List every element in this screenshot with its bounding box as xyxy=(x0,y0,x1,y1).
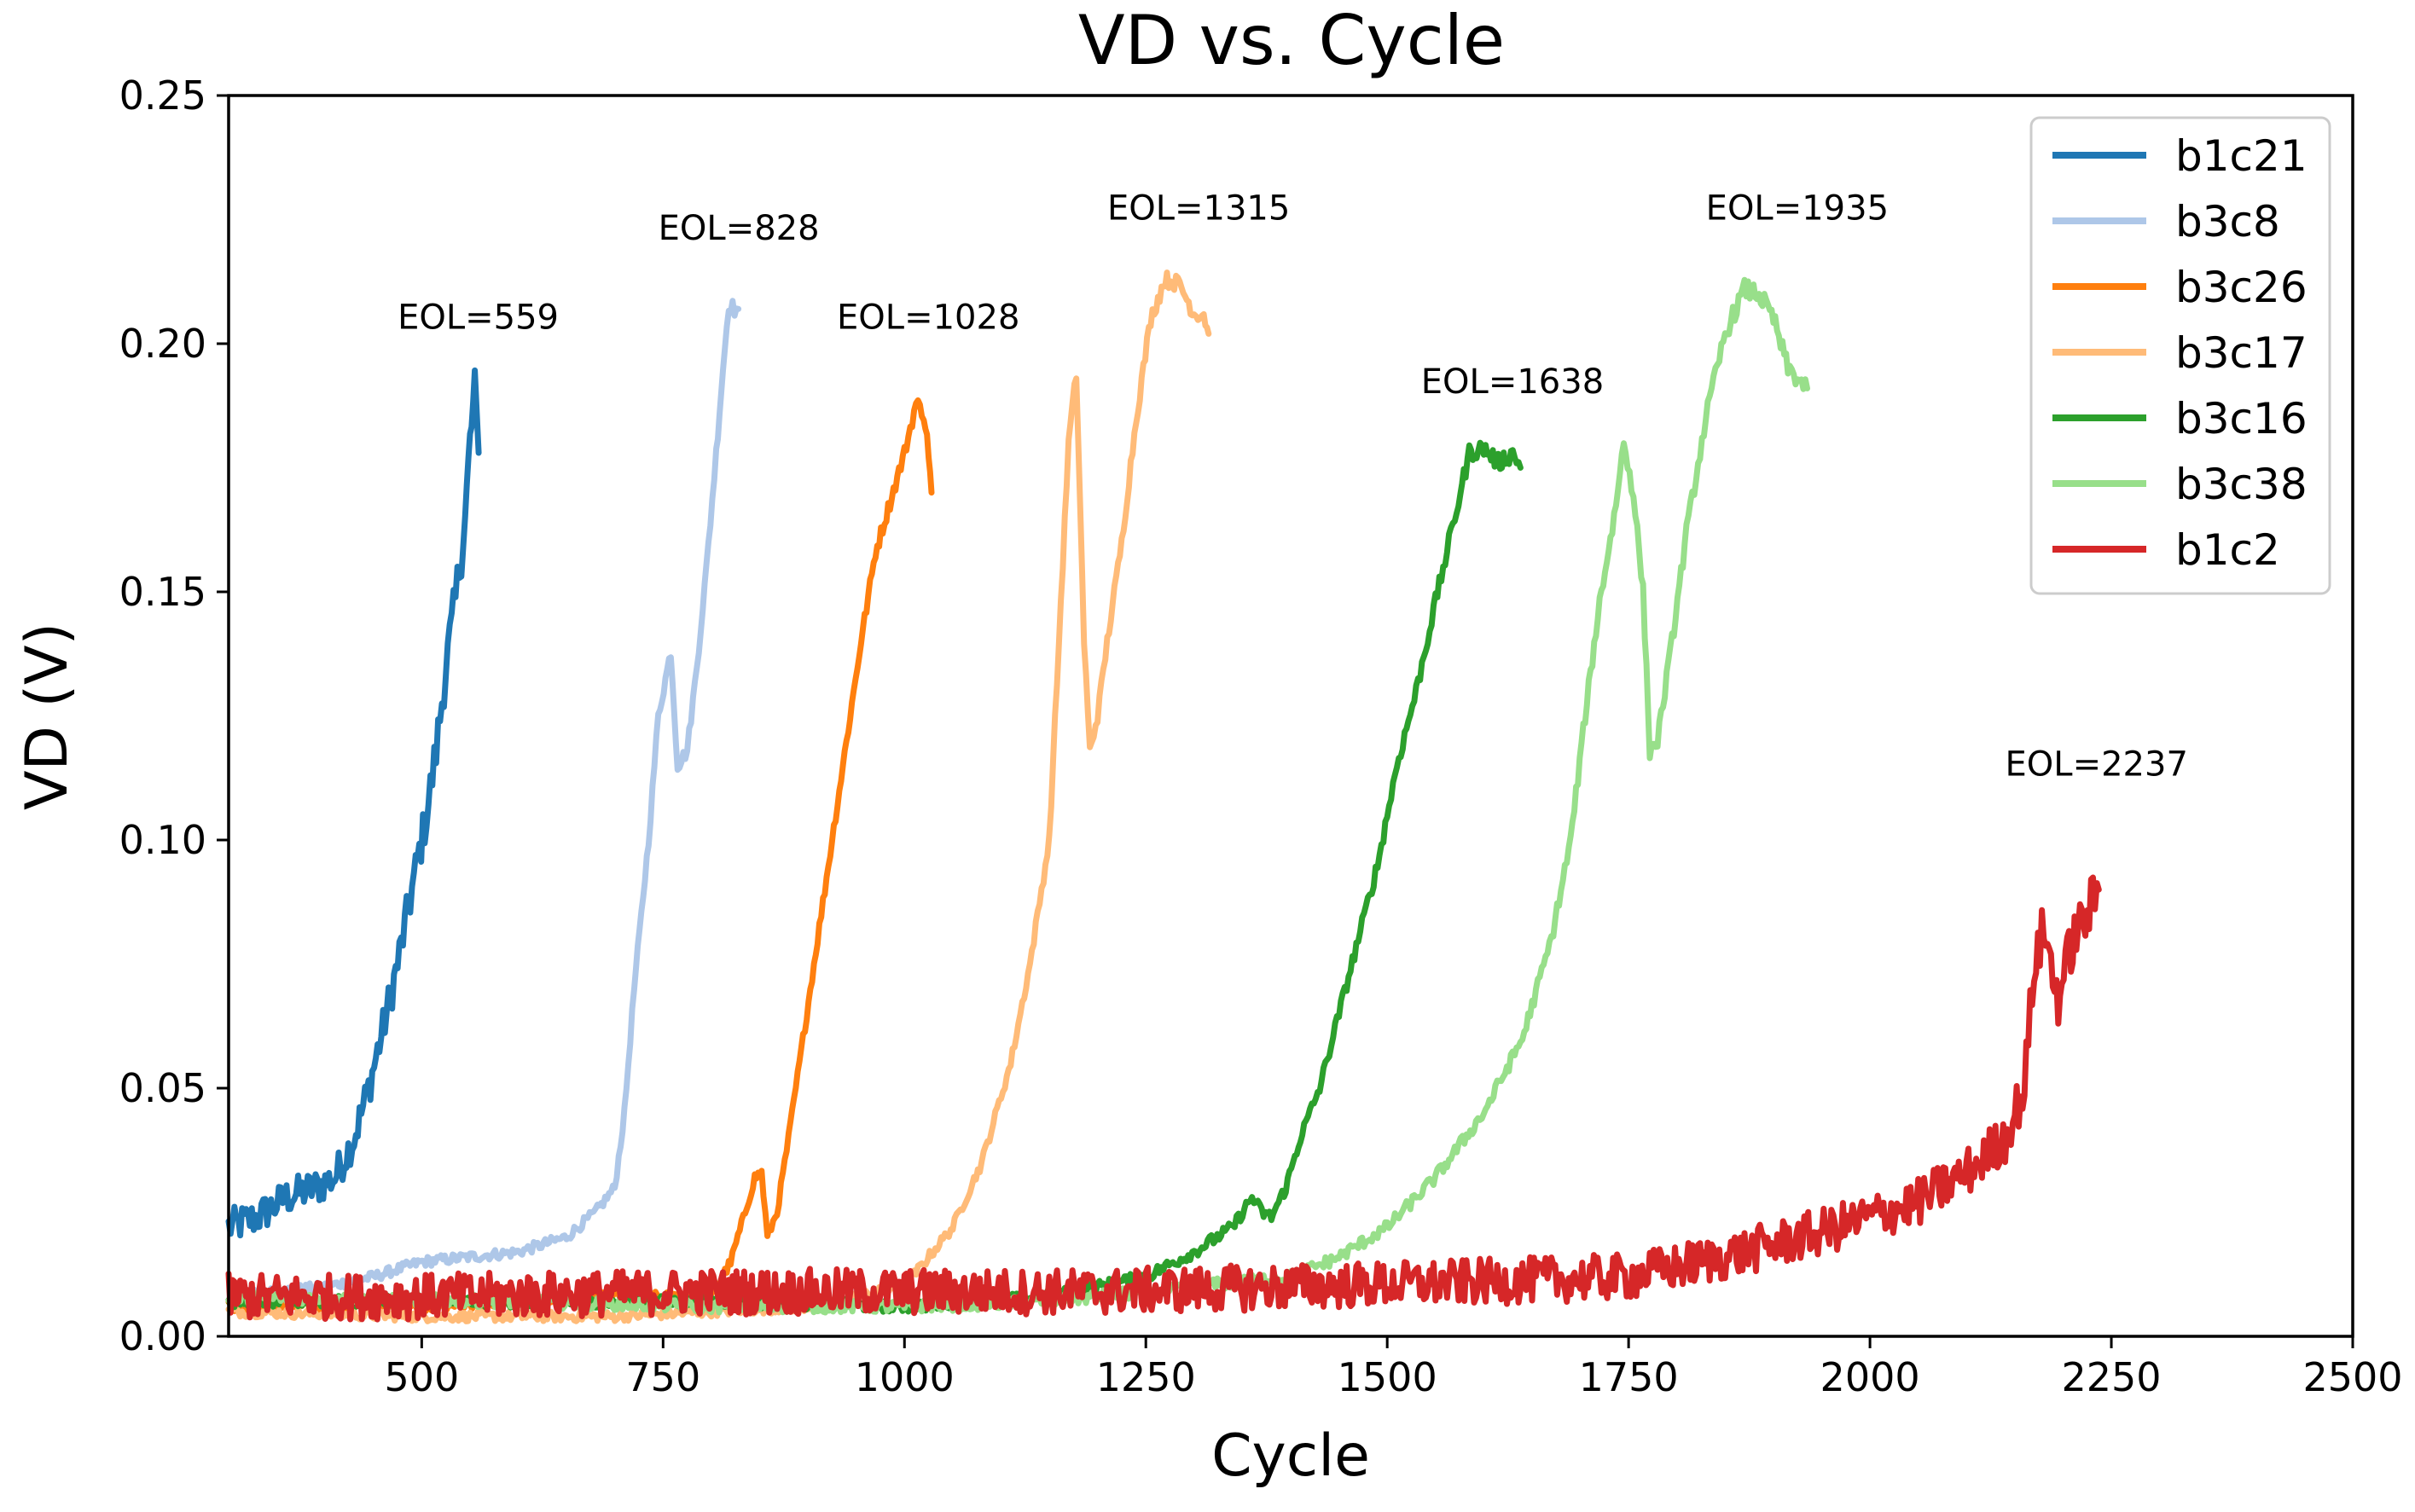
series-line-b1c21 xyxy=(225,367,482,1239)
eol-annotation: EOL=1638 xyxy=(1421,362,1604,402)
x-tick-label: 1750 xyxy=(1579,1354,1679,1400)
y-tick-label: 0.15 xyxy=(119,569,206,615)
y-tick-label: 0.25 xyxy=(119,72,206,119)
legend-label-b3c26: b3c26 xyxy=(2175,263,2308,312)
y-tick-label: 0.00 xyxy=(119,1313,206,1359)
legend-label-b3c38: b3c38 xyxy=(2175,460,2308,509)
plot-frame xyxy=(227,94,2354,1338)
legend-label-b3c8: b3c8 xyxy=(2175,197,2280,246)
legend-box xyxy=(2029,116,2331,595)
eol-annotation: EOL=828 xyxy=(659,209,820,248)
x-tick-label: 750 xyxy=(625,1354,700,1400)
legend-label-b3c17: b3c17 xyxy=(2175,328,2308,378)
x-tick-label: 500 xyxy=(384,1354,459,1400)
x-tick-label: 2500 xyxy=(2302,1354,2402,1400)
eol-annotations: EOL=559 EOL=828 EOL=1028 EOL=1315 EOL=1638 EO… xyxy=(398,189,2188,785)
y-tick-label: 0.05 xyxy=(119,1065,206,1111)
x-tick-label: 1000 xyxy=(855,1354,955,1400)
eol-annotation: EOL=1935 xyxy=(1706,189,1889,229)
legend-label-b1c2: b1c2 xyxy=(2175,525,2280,575)
eol-annotation: EOL=1028 xyxy=(837,298,1019,338)
series-line-b1c2 xyxy=(225,874,2102,1323)
legend: b1c21 b3c8 b3c26 b3c17 b3c16 b3c38 b1c2 xyxy=(2029,116,2331,595)
x-tick-label: 2000 xyxy=(1820,1354,1920,1400)
x-axis-label: Cycle xyxy=(1211,1422,1370,1490)
y-axis-label: VD (V) xyxy=(14,623,81,810)
y-tick-label: 0.20 xyxy=(119,321,206,367)
x-tick-label: 1250 xyxy=(1096,1354,1196,1400)
eol-annotation: EOL=2237 xyxy=(2006,744,2188,784)
eol-annotation: EOL=1315 xyxy=(1107,189,1290,229)
x-axis: 500 750 1000 1250 1500 1750 2000 2250 2500 xyxy=(384,1336,2403,1400)
y-axis: 0.00 0.05 0.10 0.15 0.20 0.25 xyxy=(119,72,229,1359)
eol-annotation: EOL=559 xyxy=(398,298,559,338)
chart-title: VD vs. Cycle xyxy=(1078,1,1505,80)
legend-label-b3c16: b3c16 xyxy=(2175,394,2308,443)
legend-label-b1c21: b1c21 xyxy=(2175,131,2308,181)
y-tick-label: 0.10 xyxy=(119,817,206,863)
x-tick-label: 2250 xyxy=(2062,1354,2162,1400)
x-tick-label: 1500 xyxy=(1338,1354,1437,1400)
series-group xyxy=(225,269,2102,1324)
